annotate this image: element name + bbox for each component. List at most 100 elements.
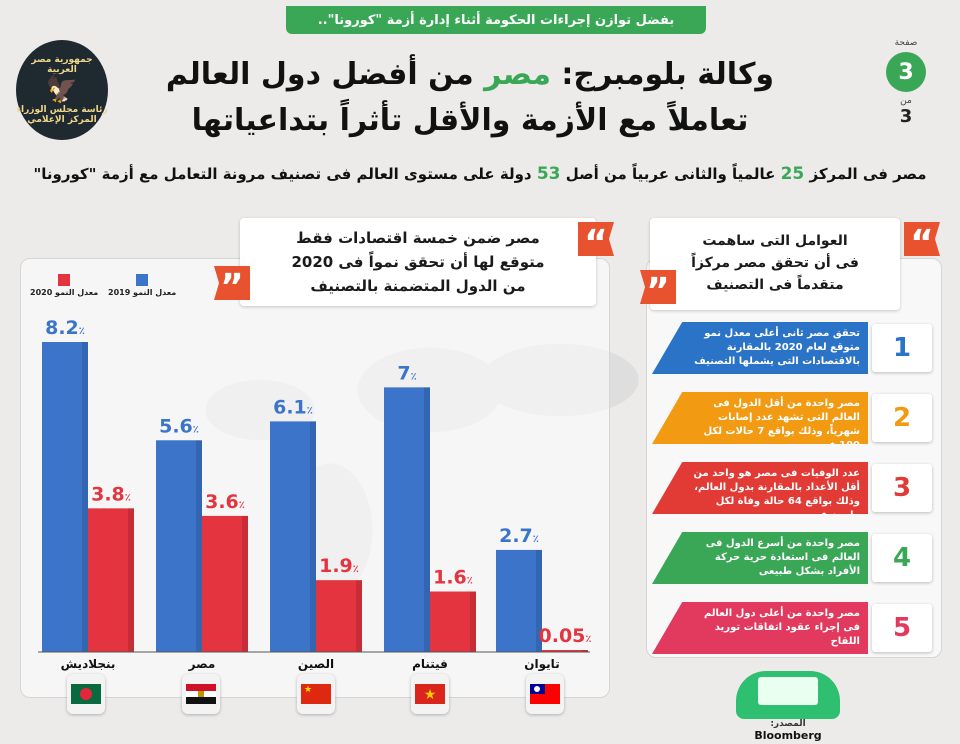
bar-shade — [424, 387, 430, 652]
top-banner: بفضل توازن إجراءات الحكومة أثناء إدارة أ… — [286, 6, 706, 34]
bar-value-label: 3.8٪ — [91, 483, 131, 505]
page-of-label: من — [900, 96, 912, 106]
page-total: 3 — [899, 106, 913, 127]
flag-taiwan-icon — [526, 674, 564, 714]
bar-shade — [470, 591, 476, 652]
legend-label-2019: معدل النمو 2019 — [108, 288, 177, 297]
factor-number: 4 — [872, 534, 932, 582]
headline: وكالة بلومبرج: مصر من أفضل دول العالم تع… — [150, 52, 790, 144]
subhead-part2: عالمياً والثانى عربياً من أصل — [560, 165, 781, 183]
bar-shade — [536, 549, 542, 652]
quote-close-icon: ” — [640, 270, 676, 304]
legend-label-2020: معدل النمو 2020 — [30, 288, 99, 297]
factor-item: تحقق مصر ثانى أعلى معدل نمو متوقع لعام 2… — [652, 322, 936, 374]
flag-china-icon: ★ — [297, 674, 335, 714]
source: المصدر: Bloomberg — [736, 664, 840, 742]
bar-shade — [242, 515, 248, 652]
subheadline: مصر فى المركز 25 عالمياً والثانى عربياً … — [30, 164, 930, 184]
subhead-total: 53 — [536, 164, 561, 184]
bar-shade — [310, 421, 316, 652]
source-label: المصدر: — [770, 719, 806, 729]
page-current: 3 — [886, 52, 926, 92]
bar-shade — [82, 342, 88, 652]
flag-vietnam-icon: ★ — [411, 674, 449, 714]
bar-2020 — [202, 515, 248, 652]
chart-title-line2: متوقع لها أن تحقق نمواً فى 2020 — [291, 253, 545, 271]
factor-number: 1 — [872, 324, 932, 372]
bar-value-label: 0.05٪ — [539, 625, 592, 647]
factor-number: 3 — [872, 464, 932, 512]
world-screen-icon — [758, 677, 818, 705]
bar-value-label: 3.6٪ — [205, 491, 245, 513]
bar-2019 — [384, 387, 430, 652]
bar-2019 — [496, 549, 542, 652]
legend-swatch-2020 — [58, 274, 71, 286]
factors-title: العوامل التى ساهمت فى أن تحقق مصر مركزاً… — [650, 218, 900, 310]
factors-title-line1: العوامل التى ساهمت — [702, 233, 848, 249]
headline-accent: مصر — [484, 57, 551, 92]
tablet-hands-icon — [736, 671, 840, 719]
bar-shade — [356, 580, 362, 652]
factor-text: مصر واحدة من أسرع الدول فى العالم فى است… — [652, 532, 868, 584]
legend-swatch-2019 — [136, 274, 149, 286]
bar-shade — [582, 650, 588, 652]
factor-text: مصر واحدة من أقل الدول فى العالم التى تش… — [652, 392, 868, 444]
page-indicator: صفحة 3 من 3 — [876, 38, 936, 146]
page-label: صفحة — [894, 38, 918, 48]
chart-title-line3: من الدول المتضمنة بالتصنيف — [310, 277, 526, 295]
bar-2020 — [430, 591, 476, 652]
factor-item: مصر واحدة من أقل الدول فى العالم التى تش… — [652, 392, 936, 444]
factor-item: مصر واحدة من أسرع الدول فى العالم فى است… — [652, 532, 936, 584]
bar-shade — [196, 440, 202, 652]
bar-2019 — [270, 421, 316, 652]
bar-shade — [128, 508, 134, 652]
category-label: بنجلاديش — [61, 657, 116, 671]
bar-value-label: 1.6٪ — [433, 567, 473, 589]
category-label: تايوان — [524, 657, 559, 672]
quote-open-icon: “ — [904, 222, 940, 256]
factor-text: مصر واحدة من أعلى دول العالم فى إجراء عق… — [652, 602, 868, 654]
logo-line1: جمهورية مصر العربية — [31, 55, 93, 75]
bar-2019 — [156, 440, 202, 652]
bar-2020 — [88, 508, 134, 652]
factors-panel — [646, 258, 942, 658]
logo-line3: المركز الإعلامي — [27, 115, 97, 125]
quote-open-icon: “ — [578, 222, 614, 256]
factor-text: تحقق مصر ثانى أعلى معدل نمو متوقع لعام 2… — [652, 322, 868, 374]
factors-title-line2: فى أن تحقق مصر مركزاً — [691, 255, 859, 271]
factor-text: عدد الوفيات فى مصر هو واحد من أقل الأعدا… — [652, 462, 868, 514]
legend-2019: معدل النمو 2019 — [108, 274, 176, 297]
flag-bangladesh-icon — [67, 674, 105, 714]
cabinet-logo: جمهورية مصر العربية 🦅 رئاسة مجلس الوزراء… — [16, 40, 108, 140]
chart-title: مصر ضمن خمسة اقتصادات فقط متوقع لها أن ت… — [240, 218, 596, 306]
logo-line2: رئاسة مجلس الوزراء — [16, 105, 108, 115]
factor-number: 5 — [872, 604, 932, 652]
eagle-icon: 🦅 — [45, 75, 79, 105]
source-name: Bloomberg — [754, 729, 822, 742]
quote-close-icon: ” — [214, 266, 250, 300]
bar-2019 — [42, 342, 88, 652]
bar-2020 — [542, 650, 588, 652]
subhead-part1: مصر فى المركز — [804, 165, 927, 183]
bar-value-label: 6.1٪ — [273, 396, 313, 418]
flag-egypt-icon — [182, 674, 220, 714]
category-label: مصر — [188, 657, 216, 671]
bar-value-label: 5.6٪ — [159, 415, 199, 437]
category-label: فيتنام — [412, 657, 448, 672]
bar-2020 — [316, 580, 362, 652]
subhead-part3: دولة على مستوى العالم فى تصنيف مرونة الت… — [33, 165, 537, 183]
subhead-rank: 25 — [780, 164, 805, 184]
headline-part2: من أفضل دول العالم — [165, 57, 485, 92]
headline-part1: وكالة بلومبرج: — [550, 57, 775, 92]
category-label: الصين — [298, 657, 334, 671]
chart-title-line1: مصر ضمن خمسة اقتصادات فقط — [296, 229, 540, 247]
factor-number: 2 — [872, 394, 932, 442]
bar-value-label: 7٪ — [397, 362, 416, 384]
legend-2020: معدل النمو 2020 — [30, 274, 98, 297]
factor-item: عدد الوفيات فى مصر هو واحد من أقل الأعدا… — [652, 462, 936, 514]
factor-item: مصر واحدة من أعلى دول العالم فى إجراء عق… — [652, 602, 936, 654]
factors-title-line3: متقدماً فى التصنيف — [706, 277, 844, 293]
bar-value-label: 1.9٪ — [319, 555, 359, 577]
headline-line2: تعاملاً مع الأزمة والأقل تأثراً بتداعيات… — [191, 103, 749, 138]
bar-value-label: 2.7٪ — [499, 525, 539, 547]
